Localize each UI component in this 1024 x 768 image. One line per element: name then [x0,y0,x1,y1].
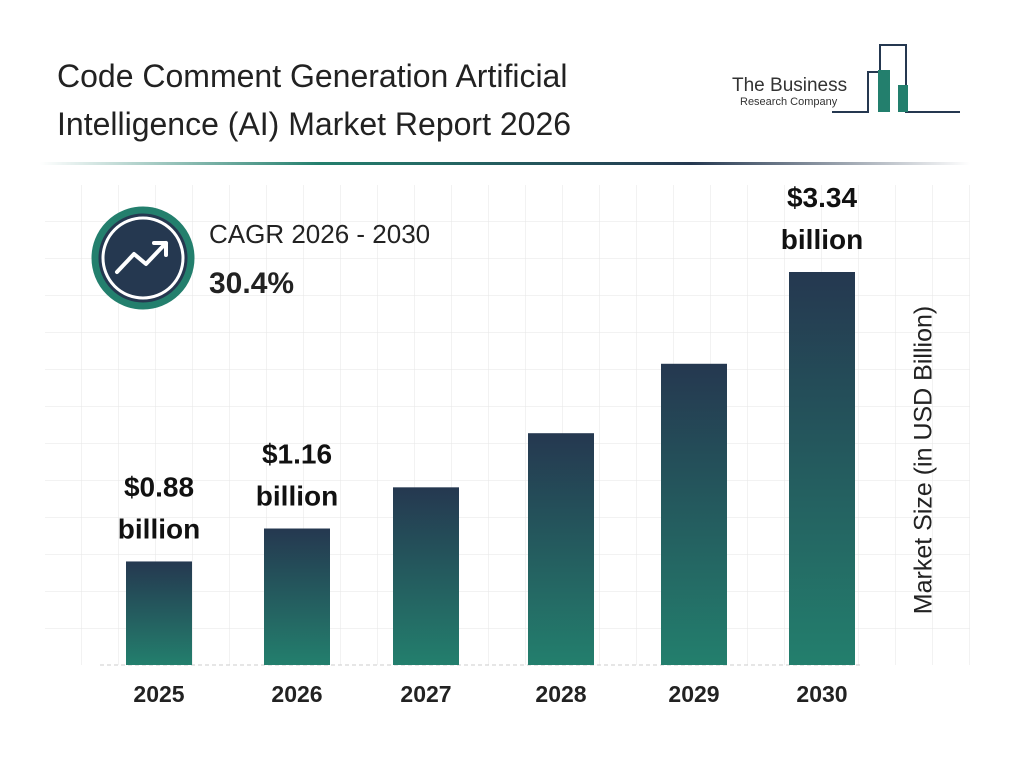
brand-line: The Business [732,75,847,96]
cagr-value: 30.4% [209,267,294,300]
cagr-label: CAGR 2026 - 2030 [209,219,430,249]
cagr-icon [91,206,195,310]
bar [528,433,594,665]
logo: The Business Research Company [732,44,960,113]
value-label-line: $0.88 [124,472,194,503]
x-tick-label: 2028 [535,681,586,707]
x-tick-label: 2030 [796,681,847,707]
chart-title: Code Comment Generation Artificial Intel… [57,58,572,142]
x-tick-label: 2026 [271,681,322,707]
value-label-line: billion [118,514,200,545]
value-label-line: $1.16 [262,439,332,470]
value-label-line: billion [256,481,338,512]
divider [40,162,970,165]
x-tick-label: 2027 [400,681,451,707]
y-axis-label: Market Size (in USD Billion) [910,306,938,614]
x-tick-label: 2025 [133,681,184,707]
value-label-line: billion [781,224,863,255]
value-label-line: $3.34 [787,182,857,213]
bar [789,272,855,665]
bar [126,561,192,665]
value-label: $3.34 billion [781,182,863,255]
bar [264,528,330,665]
value-label: $1.16 billion [256,439,338,512]
value-label: $0.88 billion [118,472,200,545]
brand-line: Research Company [740,96,838,108]
bar [393,487,459,665]
bar [661,363,727,665]
x-tick-label: 2029 [668,681,719,707]
